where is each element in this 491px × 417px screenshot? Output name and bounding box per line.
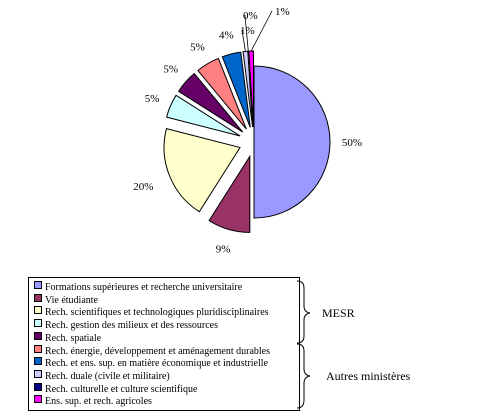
legend: Formations supérieures et recherche univ… [28, 277, 300, 411]
legend-label: Vie étudiante [45, 294, 98, 306]
group-label-mesr: MESR [322, 306, 355, 320]
legend-swatch [34, 382, 42, 391]
legend-item-rech-scientifiques-et-technologiques-pluridisciplinaires: Rech. scientifiques et technologiques pl… [34, 306, 269, 318]
slice-rech-et-ens-sup-en-matiere-economique-et-industrielle [221, 51, 251, 128]
legend-label: Rech. scientifiques et technologiques pl… [45, 307, 269, 319]
leader-lines [241, 10, 273, 52]
legend-item-vie-etudiante: Vie étudiante [34, 293, 98, 306]
legend-label: Ens. sup. et rech. agricoles [45, 396, 152, 408]
legend-swatch [34, 357, 42, 366]
legend-item-formations-superieures-et-recherche-universitaire: Formations supérieures et recherche univ… [34, 281, 242, 293]
slice-rech-energie-developpement-et-amenagement-durables [197, 57, 247, 130]
pie-chart: 50% 9% 20% 5% 5% 5% 4% 1% 0% 1% [133, 6, 362, 256]
legend-swatch [34, 331, 42, 340]
legend-swatch [34, 306, 42, 315]
legend-item-rech-duale-civile-et-militaire: Rech. duale (civile et militaire) [34, 369, 170, 382]
pie-slices [163, 50, 331, 233]
value-label-rech-gestion-des-milieux-et-des-ressources: 5% [145, 93, 160, 105]
value-label-vie-etudiante: 9% [216, 244, 231, 256]
leader-line-rech-duale-civile-et-militaire [241, 29, 246, 52]
slice-rech-spatiale [177, 72, 244, 133]
legend-item-rech-et-ens-sup-en-matiere-economique-et-industrielle: Rech. et ens. sup. en matière économique… [34, 357, 268, 369]
legend-swatch [34, 369, 42, 378]
slice-formations-superieures-et-recherche-universitaire [253, 65, 331, 219]
value-label-ens-sup-et-rech-agricoles: 1% [275, 6, 290, 18]
group-label-autres-ministeres: Autres ministères [326, 369, 411, 383]
value-label-formations-superieures-et-recherche-universitaire: 50% [342, 137, 362, 149]
legend-item-rech-culturelle-et-culture-scientifique: Rech. culturelle et culture scientifique [34, 382, 198, 395]
legend-item-ens-sup-et-rech-agricoles: Ens. sup. et rech. agricoles [34, 395, 152, 407]
slice-vie-etudiante [208, 154, 251, 233]
slice-rech-scientifiques-et-technologiques-pluridisciplinaires [163, 128, 241, 213]
value-label-rech-scientifiques-et-technologiques-pluridisciplinaires: 20% [133, 181, 153, 193]
legend-label: Formations supérieures et recherche univ… [45, 282, 243, 293]
legend-label: Rech. et ens. sup. en matière économique… [45, 358, 268, 370]
legend-label: Rech. spatiale [45, 332, 102, 344]
legend-swatch [34, 281, 42, 289]
legend-label: Rech. culturelle et culture scientifique [45, 383, 198, 395]
leader-line-ens-sup-et-rech-agricoles [250, 10, 273, 52]
value-label-rech-culturelle-et-culture-scientifique: 0% [243, 10, 258, 22]
value-label-rech-energie-developpement-et-amenagement-durables: 5% [190, 41, 205, 53]
legend-item-rech-gestion-des-milieux-et-des-ressources: Rech. gestion des milieux et des ressour… [34, 319, 218, 331]
slice-rech-gestion-des-milieux-et-des-ressources [166, 94, 241, 137]
legend-swatch [34, 319, 42, 328]
leader-line-rech-culturelle-et-culture-scientifique [244, 14, 249, 52]
value-label-rech-duale-civile-et-militaire: 1% [240, 25, 255, 37]
value-label-rech-et-ens-sup-en-matiere-economique-et-industrielle: 4% [219, 29, 234, 41]
legend-swatch [34, 293, 42, 302]
legend-label: Rech. énergie, développement et aménagem… [45, 345, 270, 357]
legend-swatch [34, 395, 42, 404]
legend-swatch [34, 344, 42, 353]
value-label-rech-spatiale: 5% [163, 64, 178, 76]
slice-labels: 50% 9% 20% 5% 5% 5% 4% 1% 0% 1% [133, 6, 362, 256]
legend-item-rech-spatiale: Rech. spatiale [34, 331, 102, 344]
legend-item-rech-energie-developpement-et-amenagement-durables: Rech. énergie, développement et aménagem… [34, 344, 270, 357]
legend-label: Rech. gestion des milieux et des ressour… [45, 320, 219, 332]
legend-label: Rech. duale (civile et militaire) [45, 370, 170, 382]
